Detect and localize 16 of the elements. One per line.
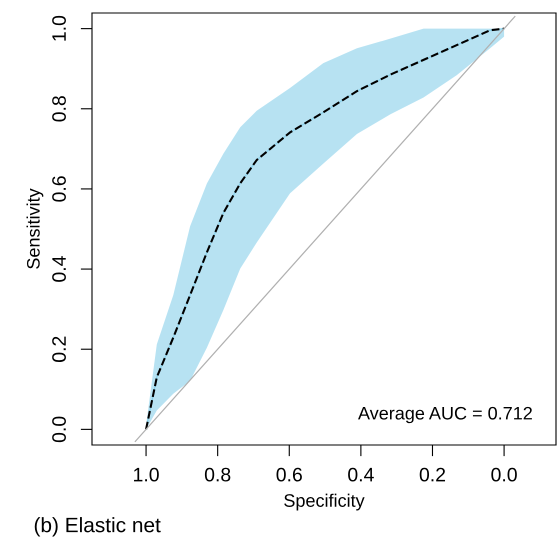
- x-tick-label: 0.2: [420, 468, 446, 482]
- text: (b) Elastic net: [34, 517, 161, 536]
- y-tick-label: 1.0: [52, 16, 66, 41]
- annotation: Average AUC = 0.712: [358, 406, 532, 424]
- x-tick-label: 0.4: [348, 468, 374, 482]
- x-tick-label: 0.0: [491, 468, 517, 482]
- x-tick-label: 0.8: [204, 468, 230, 482]
- x-tick-label: 0.6: [276, 468, 302, 482]
- x-tick-label: 1.0: [134, 468, 159, 482]
- y-tick-label: 0.0: [52, 416, 66, 442]
- y-tick-label: 0.8: [52, 96, 66, 122]
- y-tick-label: 0.2: [52, 336, 66, 362]
- x-axis-title: Specificity: [284, 494, 365, 511]
- y-tick-label: 0.6: [52, 176, 66, 202]
- y-tick-label: 0.4: [52, 256, 66, 282]
- y-axis-title: Sensitivity: [26, 188, 44, 269]
